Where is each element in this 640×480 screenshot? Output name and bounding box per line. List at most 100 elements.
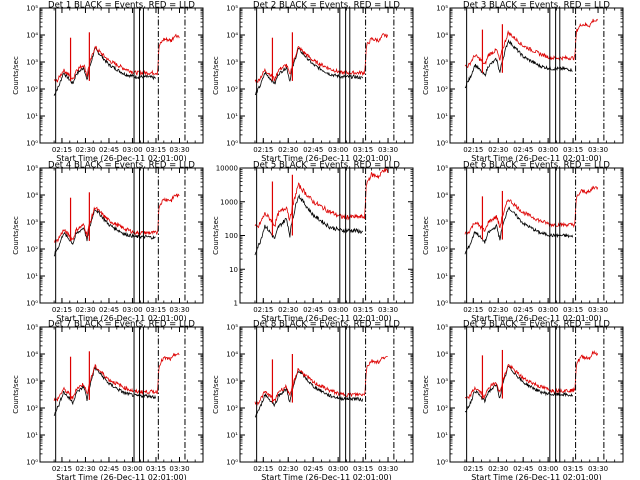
y-tick-label: 10¹: [26, 113, 38, 121]
traces: [254, 8, 395, 143]
y-axis-label: Counts/sec: [422, 375, 430, 414]
x-tick-label: 02:15: [52, 465, 72, 473]
y-tick-label: 10³: [26, 378, 38, 386]
y-tick-label: 10¹: [26, 432, 38, 440]
x-tick-label: 02:30: [488, 146, 508, 154]
x-tick-label: 02:45: [513, 465, 533, 473]
lld-series-line: [254, 32, 389, 83]
plot-frame: [449, 7, 624, 144]
events-series-line: [53, 208, 156, 257]
x-tick-label: 02:45: [99, 465, 119, 473]
panel-title: Det 3 BLACK = Events, RED = LLD: [463, 1, 610, 11]
y-tick-label: 10000: [216, 165, 238, 173]
x-tick-label: 02:30: [278, 146, 298, 154]
lld-series-line: [464, 185, 599, 235]
x-tick-label: 03:00: [538, 465, 558, 473]
x-tick-label: 02:30: [75, 306, 95, 314]
panel-title: Det 9 BLACK = Events, RED = LLD: [463, 320, 610, 330]
y-tick-label: 1000: [220, 198, 238, 206]
panel-det-8: Det 8 BLACK = Events, RED = LLD 10⁰ 10¹ 10²…: [212, 320, 414, 480]
panel-title: Det 7 BLACK = Events, RED = LLD: [48, 320, 195, 330]
y-tick-label: 10²: [226, 405, 238, 413]
y-tick-label: 10: [229, 266, 238, 274]
x-tick-label: 03:15: [353, 465, 373, 473]
plot-frame: [449, 326, 624, 463]
x-axis-label: Start Time (26-Dec-11 02:01:00): [56, 473, 187, 480]
events-series-line: [53, 366, 156, 417]
panel-det-5: Det 5 BLACK = Events, RED = LLD 1 10 100 100…: [212, 161, 414, 323]
y-axis-label: Counts/sec: [212, 56, 220, 95]
panel-det-9: Det 9 BLACK = Events, RED = LLD 10⁰ 10¹ 10²…: [422, 320, 624, 480]
y-tick-label: 1: [234, 300, 238, 308]
y-tick-label: 10⁰: [436, 459, 448, 467]
y-tick-label: 10²: [26, 246, 38, 254]
plot-frame: [449, 167, 624, 304]
x-tick-label: 03:30: [588, 146, 608, 154]
y-tick-label: 100: [225, 232, 238, 240]
x-axis-label: Start Time (26-Dec-11 02:01:00): [261, 473, 392, 480]
x-tick-label: 03:00: [328, 465, 348, 473]
events-series-line: [53, 46, 156, 96]
x-tick-label: 02:30: [75, 465, 95, 473]
traces: [53, 8, 186, 143]
panel-det-3: Det 3 BLACK = Events, RED = LLD 10⁰ 10¹ 10²…: [422, 1, 624, 163]
y-axis-label: Counts/sec: [12, 216, 20, 255]
y-tick-label: 10⁴: [26, 351, 38, 359]
y-tick-label: 10⁴: [436, 351, 448, 359]
y-tick-label: 10²: [226, 86, 238, 94]
lld-series-line: [254, 356, 388, 406]
y-tick-label: 10²: [26, 405, 38, 413]
y-tick-label: 10³: [226, 59, 238, 67]
y-tick-label: 10¹: [26, 273, 38, 281]
y-axis-label: Counts/sec: [212, 216, 220, 255]
y-axis-label: Counts/sec: [422, 56, 430, 95]
panel-det-1: Det 1 BLACK = Events, RED = LLD 10⁰ 10¹ 10²…: [12, 1, 204, 163]
y-tick-label: 10⁰: [436, 140, 448, 148]
y-tick-label: 10⁰: [226, 459, 238, 467]
x-tick-label: 02:15: [253, 146, 273, 154]
y-tick-label: 10⁵: [26, 5, 38, 13]
y-tick-label: 10⁴: [436, 192, 448, 200]
panel-title: Det 5 BLACK = Events, RED = LLD: [253, 161, 400, 171]
x-tick-label: 03:00: [538, 146, 558, 154]
x-tick-label: 03:00: [122, 146, 142, 154]
traces: [254, 168, 395, 303]
x-tick-label: 03:15: [353, 306, 373, 314]
traces: [464, 327, 605, 462]
panel-det-6: Det 6 BLACK = Events, RED = LLD 10⁰ 10¹ 10²…: [422, 161, 624, 323]
y-tick-label: 10³: [436, 59, 448, 67]
x-tick-label: 02:45: [303, 306, 323, 314]
x-tick-label: 02:45: [513, 146, 533, 154]
y-tick-label: 10³: [226, 378, 238, 386]
y-axis-label: Counts/sec: [12, 375, 20, 414]
y-tick-label: 10⁵: [226, 5, 238, 13]
x-tick-label: 03:30: [378, 146, 398, 154]
y-tick-label: 10²: [436, 405, 448, 413]
panel-title: Det 6 BLACK = Events, RED = LLD: [463, 161, 610, 171]
y-tick-label: 10⁴: [226, 32, 238, 40]
y-tick-label: 10²: [436, 86, 448, 94]
lld-series-line: [464, 18, 599, 68]
x-tick-label: 02:45: [99, 146, 119, 154]
traces: [254, 327, 395, 462]
panel-det-2: Det 2 BLACK = Events, RED = LLD 10⁰ 10¹ 10²…: [212, 1, 414, 163]
panel-title: Det 8 BLACK = Events, RED = LLD: [253, 320, 400, 330]
x-tick-label: 03:30: [169, 306, 189, 314]
y-tick-label: 10¹: [436, 113, 448, 121]
traces: [464, 8, 605, 143]
x-tick-label: 03:00: [328, 146, 348, 154]
y-tick-label: 10⁵: [436, 5, 448, 13]
y-tick-label: 10⁰: [436, 300, 448, 308]
y-tick-label: 10¹: [436, 432, 448, 440]
x-tick-label: 02:15: [463, 146, 483, 154]
x-axis-label: Start Time (26-Dec-11 02:01:00): [261, 154, 392, 163]
x-tick-label: 03:15: [146, 306, 166, 314]
x-tick-label: 02:15: [253, 306, 273, 314]
plot-frame: [239, 326, 414, 463]
y-tick-label: 10⁵: [26, 165, 38, 173]
x-tick-label: 02:45: [303, 465, 323, 473]
x-tick-label: 03:30: [169, 465, 189, 473]
traces: [464, 168, 605, 303]
plot-frame: [239, 7, 414, 144]
x-tick-label: 03:15: [563, 306, 583, 314]
